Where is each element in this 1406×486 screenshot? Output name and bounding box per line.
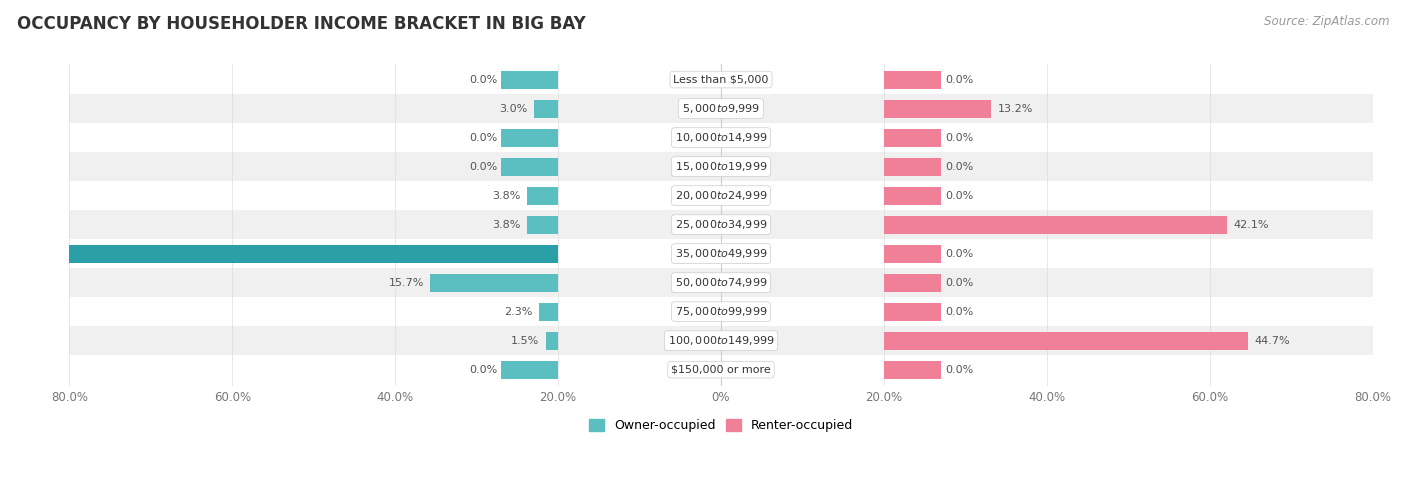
Bar <box>430 274 558 292</box>
Text: $50,000 to $74,999: $50,000 to $74,999 <box>675 276 768 289</box>
Bar <box>546 331 558 349</box>
Bar <box>884 361 941 379</box>
FancyBboxPatch shape <box>69 94 1372 123</box>
Legend: Owner-occupied, Renter-occupied: Owner-occupied, Renter-occupied <box>583 414 858 437</box>
Text: 0.0%: 0.0% <box>945 307 973 316</box>
FancyBboxPatch shape <box>69 181 1372 210</box>
Text: $10,000 to $14,999: $10,000 to $14,999 <box>675 131 768 144</box>
Text: $150,000 or more: $150,000 or more <box>671 364 770 375</box>
FancyBboxPatch shape <box>69 210 1372 239</box>
Bar <box>884 70 941 88</box>
Text: 0.0%: 0.0% <box>468 364 498 375</box>
Text: 0.0%: 0.0% <box>945 133 973 142</box>
Text: 0.0%: 0.0% <box>945 278 973 288</box>
FancyBboxPatch shape <box>69 355 1372 384</box>
FancyBboxPatch shape <box>69 123 1372 152</box>
Bar <box>884 187 941 205</box>
Text: 70.0%: 70.0% <box>4 249 39 259</box>
Text: 0.0%: 0.0% <box>945 74 973 85</box>
Bar <box>0 244 558 262</box>
Bar <box>884 100 991 118</box>
FancyBboxPatch shape <box>69 268 1372 297</box>
Text: 2.3%: 2.3% <box>505 307 533 316</box>
Bar <box>501 361 558 379</box>
Text: $15,000 to $19,999: $15,000 to $19,999 <box>675 160 768 173</box>
Text: 3.0%: 3.0% <box>499 104 527 114</box>
FancyBboxPatch shape <box>69 239 1372 268</box>
Text: 1.5%: 1.5% <box>512 336 540 346</box>
FancyBboxPatch shape <box>69 65 1372 94</box>
Text: $20,000 to $24,999: $20,000 to $24,999 <box>675 189 768 202</box>
Text: $100,000 to $149,999: $100,000 to $149,999 <box>668 334 775 347</box>
Text: Less than $5,000: Less than $5,000 <box>673 74 769 85</box>
Bar <box>501 70 558 88</box>
Text: 44.7%: 44.7% <box>1254 336 1291 346</box>
Text: 15.7%: 15.7% <box>388 278 423 288</box>
Bar <box>527 187 558 205</box>
Text: Source: ZipAtlas.com: Source: ZipAtlas.com <box>1264 15 1389 28</box>
Bar <box>884 129 941 147</box>
Text: 13.2%: 13.2% <box>998 104 1033 114</box>
Bar <box>527 216 558 234</box>
Text: 3.8%: 3.8% <box>492 220 520 229</box>
Bar <box>884 216 1226 234</box>
Text: $5,000 to $9,999: $5,000 to $9,999 <box>682 102 761 115</box>
Text: 0.0%: 0.0% <box>468 133 498 142</box>
Bar <box>534 100 558 118</box>
FancyBboxPatch shape <box>69 152 1372 181</box>
Text: 0.0%: 0.0% <box>945 191 973 201</box>
FancyBboxPatch shape <box>69 297 1372 326</box>
Bar <box>884 274 941 292</box>
Bar <box>501 157 558 175</box>
Text: 0.0%: 0.0% <box>468 74 498 85</box>
Text: 0.0%: 0.0% <box>468 161 498 172</box>
Text: OCCUPANCY BY HOUSEHOLDER INCOME BRACKET IN BIG BAY: OCCUPANCY BY HOUSEHOLDER INCOME BRACKET … <box>17 15 586 33</box>
Text: 0.0%: 0.0% <box>945 364 973 375</box>
Text: 3.8%: 3.8% <box>492 191 520 201</box>
Text: $35,000 to $49,999: $35,000 to $49,999 <box>675 247 768 260</box>
Bar <box>884 244 941 262</box>
Bar <box>884 303 941 321</box>
Text: 0.0%: 0.0% <box>945 161 973 172</box>
Text: 42.1%: 42.1% <box>1233 220 1268 229</box>
Text: 0.0%: 0.0% <box>945 249 973 259</box>
Bar <box>501 129 558 147</box>
Bar <box>884 331 1249 349</box>
FancyBboxPatch shape <box>69 326 1372 355</box>
Text: $25,000 to $34,999: $25,000 to $34,999 <box>675 218 768 231</box>
Bar <box>540 303 558 321</box>
Bar <box>884 157 941 175</box>
Text: $75,000 to $99,999: $75,000 to $99,999 <box>675 305 768 318</box>
